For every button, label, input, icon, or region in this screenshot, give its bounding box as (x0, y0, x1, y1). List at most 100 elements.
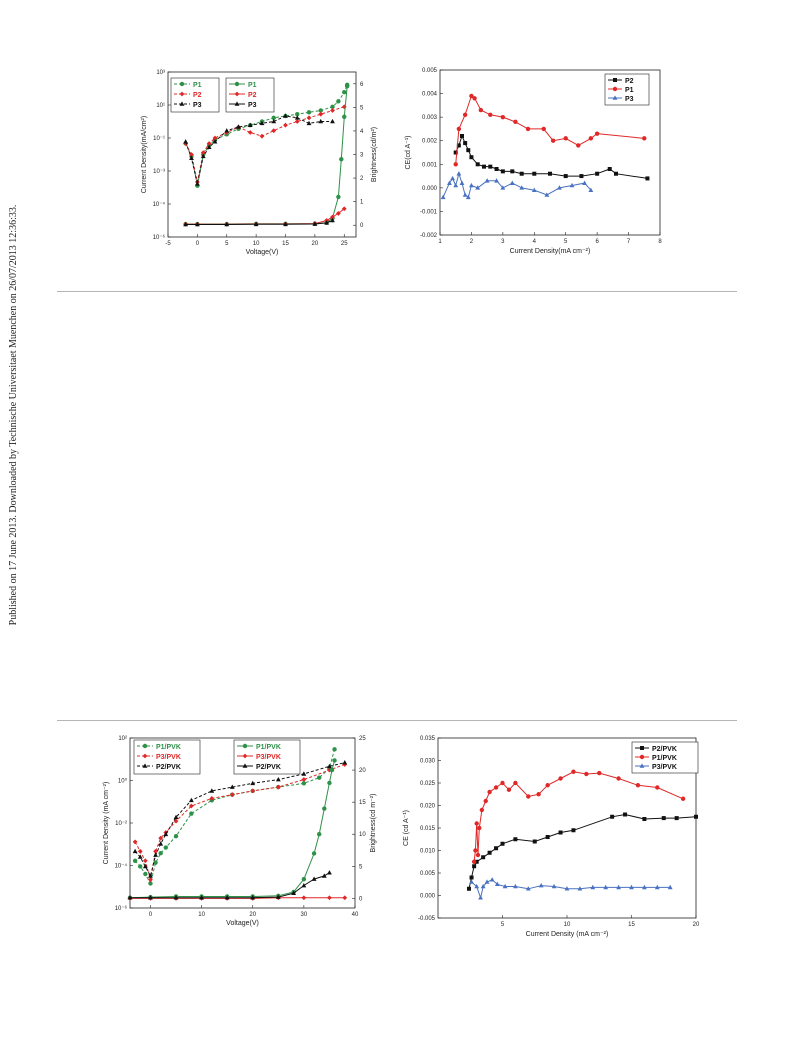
series-p3-current-point (318, 118, 324, 124)
series-p2-pvk-current-point (301, 771, 307, 776)
y-axis-label: CE (cd A⁻¹) (403, 810, 410, 846)
series-p2-pvk-current-point (137, 854, 143, 859)
series-p2-pvk-point (472, 864, 477, 869)
y-tick-label: 0.000 (420, 894, 436, 900)
series-p3-point (494, 178, 499, 183)
series-p2-pvk-point (532, 839, 537, 844)
series-p3-current-point (189, 155, 194, 160)
series-p1-pvk-current-point (153, 860, 158, 865)
series-p3-pvk-current-point (250, 788, 256, 794)
series-p3-pvk-current-point (137, 848, 143, 854)
series-p3-point (500, 185, 506, 190)
series-p3-current-point (200, 153, 206, 159)
series-p2-current-point (318, 111, 324, 117)
series-p1-pvk-point (477, 825, 482, 831)
series-p2-point (510, 169, 515, 174)
chart-jvl-pvk: 0 10 20 30 40 10⁻⁶ 10⁻⁴ 10⁻² 10⁰ 10² 0 5 10 15 20 25 Vol… (103, 736, 377, 927)
series-p3-current-line (185, 115, 333, 184)
series-p2-current-point (189, 152, 194, 157)
series-p2-point (494, 167, 499, 171)
series-p3-brightness-point (183, 221, 189, 227)
series-p1-point (488, 112, 493, 117)
series-p3-pvk-line (471, 879, 671, 900)
series-p3-pvk-point (469, 879, 474, 884)
series-p2-pvk-point (571, 828, 576, 833)
series-p1-pvk-point (558, 776, 563, 781)
series-p2-pvk-current-point (209, 788, 215, 793)
legend-label: P2 (625, 78, 634, 85)
series-p3-pvk-point (513, 883, 518, 889)
series-p2-pvk-point (674, 816, 679, 821)
series-p2-point (500, 169, 505, 174)
y2-tick-label: 10 (359, 832, 366, 838)
y2-tick-label: 20 (359, 768, 366, 774)
y-tick-label: -0.005 (418, 916, 436, 922)
legend-label: P1/PVK (652, 755, 677, 762)
series-p2-pvk-brightness-point (275, 894, 281, 899)
series-p1-point (478, 107, 484, 113)
x-tick-label: 15 (282, 241, 289, 247)
series-p1-point (576, 143, 581, 148)
y2-tick-label: 1 (360, 200, 364, 206)
series-p2-pvk-brightness-point (301, 882, 307, 888)
legend-marker (612, 95, 618, 100)
y2-axis-label: Brightness(cd m⁻²) (370, 794, 377, 853)
y-tick-label: 0.010 (420, 849, 436, 855)
series-p2-point (475, 162, 480, 167)
series-p1-line (455, 95, 645, 165)
series-p2-pvk-current-point (153, 852, 158, 857)
series-p2-current-point (259, 133, 265, 139)
series-p2-pvk-current-point (229, 784, 235, 789)
series-p3-point (588, 187, 594, 193)
series-p3-pvk-current-point (275, 784, 281, 790)
series-p3-point (509, 180, 515, 185)
series-p2-pvk-brightness-point (311, 876, 317, 881)
series-p3-pvk-current-point (142, 858, 148, 864)
series-p1-pvk-point (479, 807, 485, 813)
series-p3-brightness-point (253, 221, 259, 227)
y-tick-label: 0.004 (422, 92, 438, 98)
x-tick-label: 15 (628, 922, 635, 928)
series-p1-current-point (295, 111, 300, 117)
series-p1-current-point (318, 108, 323, 113)
x-tick-label: 8 (658, 239, 662, 245)
series-p2-point (579, 174, 584, 179)
y2-tick-label: 3 (360, 153, 364, 159)
series-p2-point (548, 171, 552, 176)
series-p1-pvk-point (635, 783, 641, 788)
series-p2-pvk-point (558, 830, 563, 835)
series-p1-pvk-line (473, 771, 684, 862)
series-p1-current-point (271, 115, 276, 121)
chart-jvl-p: -5 0 5 10 15 20 25 10⁻⁶ 10⁻⁴ 10⁻³ 10⁻¹ 10¹ 10³ 0 1 2 3 4 5… (141, 70, 378, 256)
y-tick-label: 10⁰ (118, 778, 128, 785)
y-axis-label: Current Density (mA cm⁻²) (103, 782, 110, 865)
series-p2-point (460, 134, 464, 138)
y2-axis-label: Brightness(cd/m²) (371, 127, 378, 182)
series-p2-pvk-brightness-point (291, 890, 297, 896)
series-p2-point (614, 171, 618, 176)
series-p1-pvk-current-point (132, 858, 138, 863)
y2-tick-label: 5 (360, 105, 364, 111)
series-p1-point (525, 126, 531, 132)
x-tick-label: 5 (225, 241, 229, 247)
series-p2-pvk-current-point (132, 848, 138, 854)
series-p3-pvk-point (489, 877, 495, 882)
series-p2-pvk-point (474, 859, 479, 864)
series-p1-pvk-brightness-point (301, 876, 307, 882)
series-p3-brightness-point (224, 221, 230, 227)
series-p2-pvk-line (468, 813, 697, 889)
series-p3-point (469, 182, 474, 188)
y2-tick-label: 6 (360, 82, 364, 88)
series-p1-pvk-brightness-point (322, 806, 327, 811)
series-p3-current-point (306, 120, 312, 126)
series-p3-pvk-brightness-point (327, 895, 332, 901)
y2-tick-label: 15 (359, 800, 366, 806)
series-p2-pvk-point (661, 816, 666, 821)
series-p3-brightness-point (330, 217, 335, 223)
series-p1-pvk-point (471, 859, 477, 864)
series-p1-pvk-point (475, 852, 481, 858)
x-tick-label: 7 (627, 239, 631, 245)
series-p3-pvk-point (603, 884, 609, 890)
legend-label: P1 (193, 82, 202, 89)
series-p2-pvk-point (642, 817, 647, 821)
